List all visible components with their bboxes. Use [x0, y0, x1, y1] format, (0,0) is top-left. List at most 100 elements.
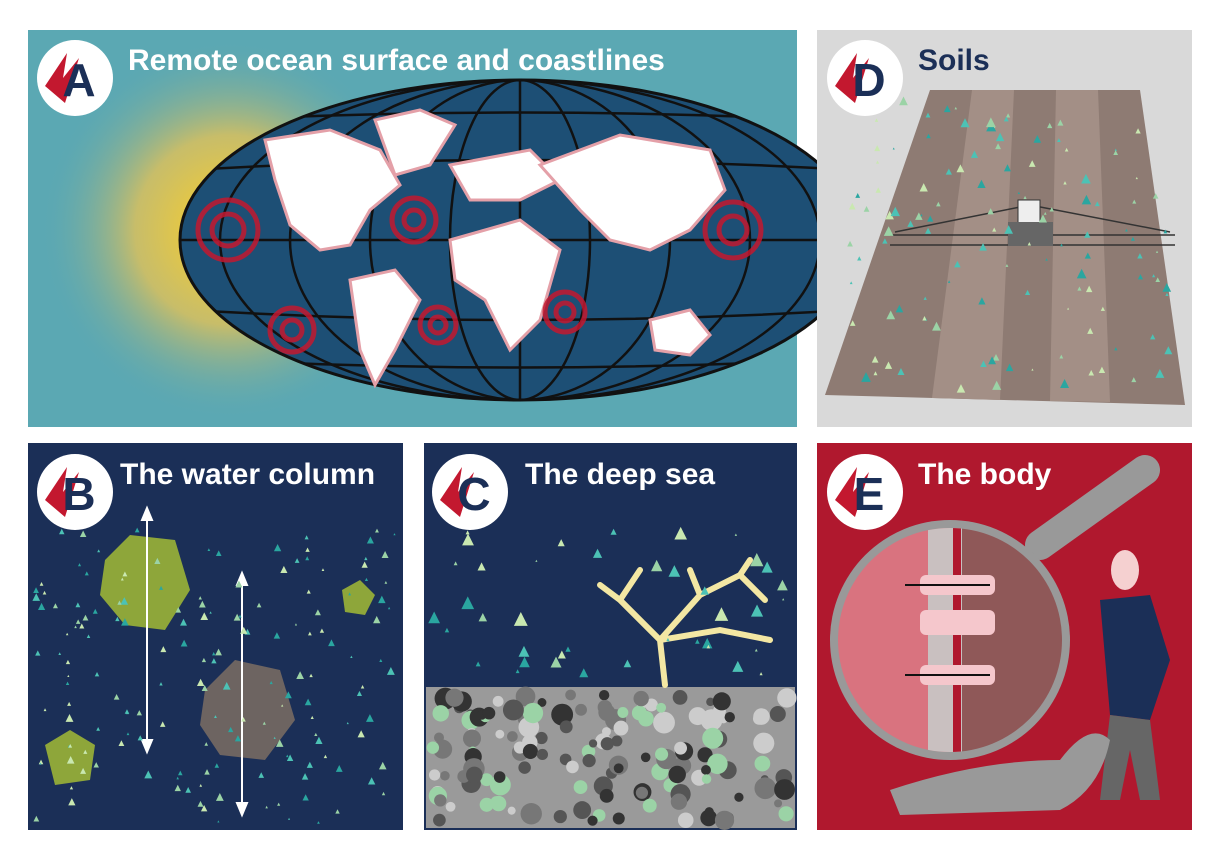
sediment	[535, 731, 548, 745]
particle	[1033, 135, 1042, 143]
particle	[309, 673, 313, 678]
sediment	[573, 801, 592, 820]
particle	[610, 528, 617, 535]
sediment	[724, 712, 735, 723]
particle	[861, 372, 871, 382]
particle	[92, 608, 98, 614]
particle	[535, 559, 538, 562]
particle	[759, 672, 763, 676]
sediment	[638, 710, 654, 727]
particle	[1084, 252, 1091, 259]
sediment	[602, 727, 611, 737]
particle	[874, 145, 881, 152]
particle	[1085, 285, 1093, 293]
particle	[115, 616, 120, 622]
particle	[1060, 378, 1070, 388]
sediment	[598, 690, 610, 701]
particle	[876, 160, 880, 164]
particle	[306, 761, 313, 768]
badge	[37, 40, 113, 116]
particle	[357, 730, 365, 738]
particle	[1057, 138, 1061, 143]
particle	[943, 105, 951, 113]
particle	[1098, 366, 1106, 374]
particle	[233, 613, 241, 621]
sediment	[677, 812, 694, 829]
sediment	[520, 803, 542, 825]
aggregate	[342, 580, 375, 615]
sediment	[655, 747, 669, 761]
particle	[1135, 128, 1141, 134]
particle	[970, 150, 979, 158]
particle	[1067, 307, 1070, 310]
sediment	[575, 703, 587, 716]
sediment	[617, 707, 629, 718]
particle	[241, 717, 246, 722]
particle	[240, 626, 248, 634]
sediment	[426, 741, 440, 754]
badge-accent	[45, 467, 79, 517]
particle	[1084, 231, 1091, 238]
particle	[750, 552, 764, 567]
particle	[897, 368, 905, 375]
seal	[890, 733, 1110, 815]
sediment	[702, 727, 724, 749]
particle	[1049, 207, 1054, 212]
particle	[65, 681, 70, 686]
particle	[1057, 119, 1064, 126]
particle	[235, 580, 243, 588]
particle	[1113, 150, 1119, 155]
particle	[1076, 268, 1087, 279]
sediment	[598, 704, 616, 721]
panel-a	[28, 30, 862, 427]
particle	[668, 565, 681, 577]
particle	[65, 659, 71, 665]
particle	[356, 690, 362, 697]
sediment	[706, 697, 715, 707]
particle	[294, 558, 300, 563]
particle	[286, 754, 289, 758]
particle	[1005, 363, 1014, 372]
particle	[884, 361, 893, 369]
particle	[79, 623, 85, 629]
sediment	[701, 774, 712, 784]
particle	[364, 556, 368, 561]
particle	[992, 353, 1000, 361]
particle	[954, 106, 958, 110]
particle	[175, 607, 182, 613]
particle	[364, 577, 368, 582]
particle	[33, 587, 39, 593]
particle	[348, 592, 352, 596]
particle	[1077, 286, 1082, 291]
particle	[360, 684, 365, 689]
sediment	[754, 755, 771, 772]
particle	[302, 794, 309, 801]
particle	[732, 660, 744, 672]
particle	[321, 568, 325, 571]
particle	[920, 213, 923, 217]
coral	[597, 557, 773, 688]
particle	[1005, 113, 1011, 118]
sediment	[753, 732, 775, 754]
particle	[1100, 306, 1105, 311]
particle	[1165, 292, 1169, 296]
particle	[38, 759, 44, 765]
particle	[137, 735, 143, 741]
badge	[432, 454, 508, 530]
particle	[956, 384, 966, 393]
particle	[228, 726, 234, 733]
particle	[180, 618, 187, 626]
particle	[361, 561, 368, 568]
particle	[281, 704, 284, 707]
particle	[923, 296, 927, 300]
sediment	[553, 809, 567, 824]
particle	[1150, 334, 1156, 340]
particle	[381, 550, 389, 558]
particle	[883, 226, 894, 236]
particle	[117, 600, 122, 605]
sediment	[670, 793, 688, 810]
particle	[373, 615, 381, 624]
particle	[66, 756, 75, 764]
particle	[93, 762, 99, 768]
sediment	[433, 813, 446, 827]
